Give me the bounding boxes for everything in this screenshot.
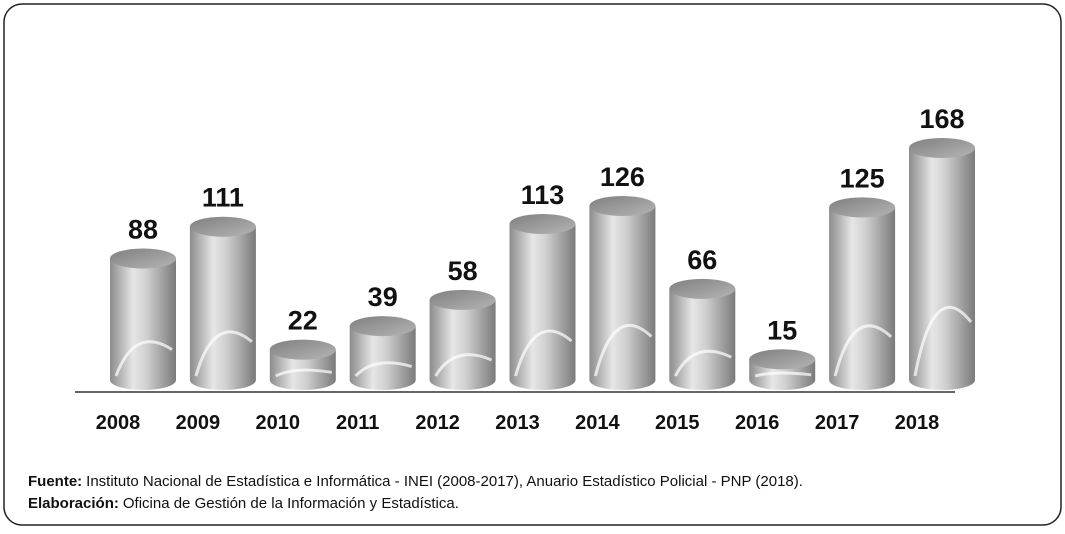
bar-top [669,278,736,299]
bar-highlight [114,340,173,377]
bar-top [829,197,896,218]
note-label: Elaboración: [28,495,119,512]
value-label: 39 [368,282,398,312]
value-label: 126 [600,162,645,192]
x-tick-label: 2012 [415,412,460,434]
bar-highlight [593,324,653,377]
note-text: Oficina de Gestión de la Información y E… [123,495,459,512]
note-credit: Elaboración: Oficina de Gestión de la Inf… [28,495,459,512]
bar-top [269,339,336,360]
bar-highlight [913,305,973,377]
x-tick-label: 2011 [336,412,379,434]
bar-highlight [354,361,413,378]
bar-top [589,196,656,216]
x-tick-label: 2010 [256,412,301,434]
x-tick-label: 2008 [96,412,141,434]
x-tick-label: 2014 [575,412,620,434]
value-label: 125 [840,163,885,193]
bar-top [110,248,176,269]
bar-highlight [275,368,333,378]
value-label: 66 [687,245,717,275]
bar-top [189,216,256,237]
bar [349,326,416,390]
x-tick-label: 2013 [495,412,540,434]
note-label: Fuente: [28,473,82,490]
bar-highlight [754,371,812,378]
bar-top [909,138,975,158]
value-label: 113 [521,180,565,210]
bar-highlight [194,330,253,377]
value-label: 111 [202,183,244,213]
value-label: 15 [767,315,797,345]
bar-top [749,349,816,370]
bar-highlight [434,353,493,377]
x-tick-label: 2018 [895,412,940,434]
value-label: 58 [448,256,478,286]
bar [909,148,975,390]
x-tick-label: 2009 [176,412,221,434]
value-label: 22 [288,306,318,336]
note-source: Fuente: Instituto Nacional de Estadística… [28,473,803,490]
bar-highlight [673,349,732,377]
x-tick-label: 2016 [735,412,780,434]
x-tick-label: 2015 [655,412,700,434]
bar-top [509,213,576,234]
value-label: 88 [128,214,158,244]
bar-top [349,316,416,337]
note-text: Instituto Nacional de Estadística e Info… [86,473,803,490]
bar [669,288,736,390]
value-label: 168 [919,104,964,134]
bar [429,299,496,390]
bar-highlight [833,324,893,377]
bar-top [429,289,496,310]
x-tick-label: 2017 [815,412,860,434]
bar-highlight [514,329,573,377]
